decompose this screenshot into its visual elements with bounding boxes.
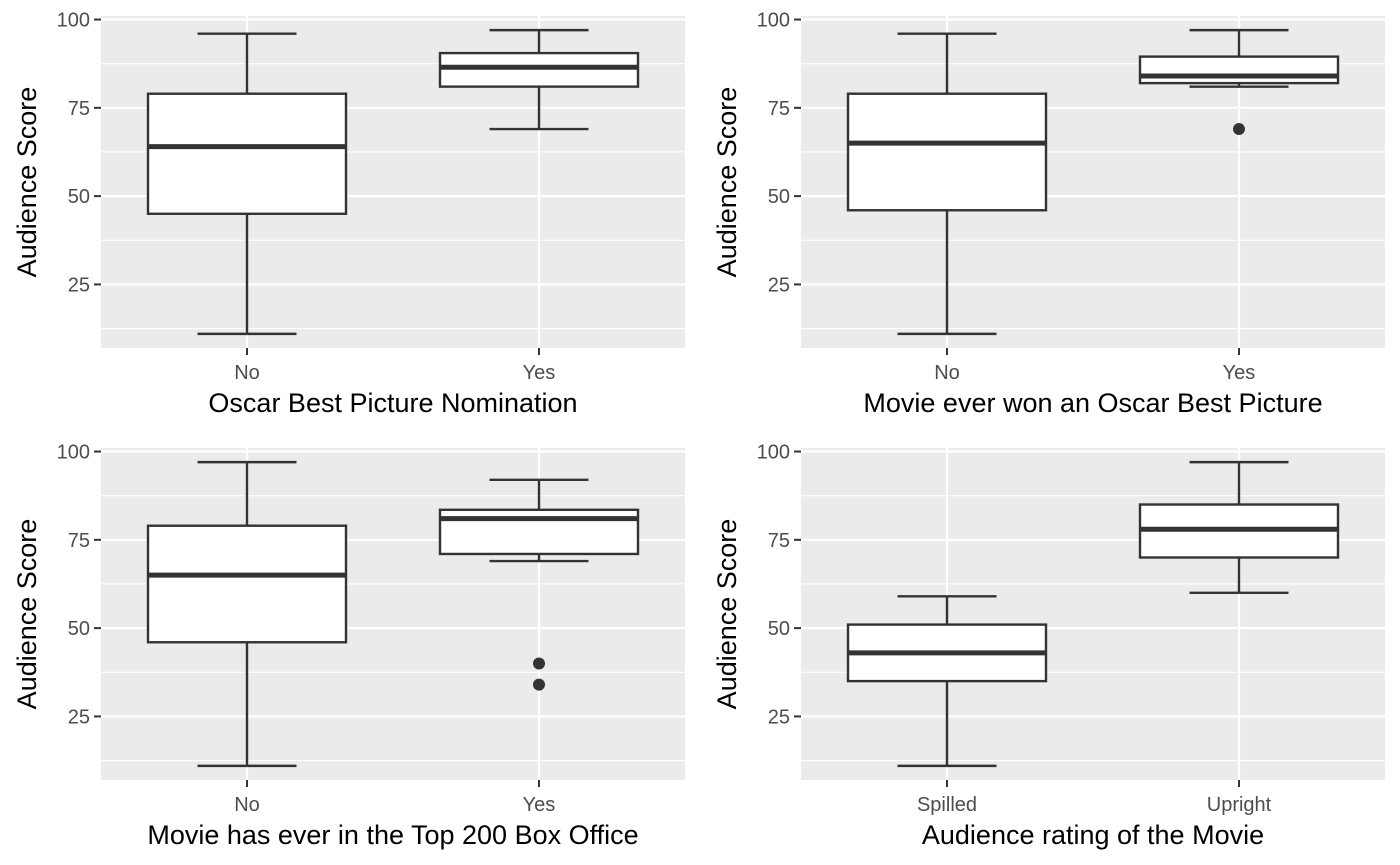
y-axis-title: Audience Score (12, 519, 42, 710)
box-yes (438, 28, 640, 131)
x-axis-title: Audience rating of the Movie (922, 820, 1264, 850)
box-upright (1138, 460, 1340, 595)
y-axis-title: Audience Score (712, 519, 742, 710)
y-tick-label: 25 (68, 706, 90, 728)
y-tick-label: 100 (57, 442, 90, 464)
x-tick-label: Yes (1223, 362, 1256, 384)
y-tick-label: 75 (68, 530, 90, 552)
x-tick-label: Spilled (917, 794, 977, 816)
y-tick-label: 25 (68, 274, 90, 296)
y-tick-label: 100 (57, 10, 90, 32)
y-tick-label: 75 (68, 98, 90, 120)
y-axis-title: Audience Score (712, 87, 742, 278)
chart-panel-4: 25 50 75 100 Spilled Upright Audience rating o… (712, 442, 1385, 850)
box-yes (438, 478, 640, 691)
box-no (146, 32, 348, 336)
y-tick-label: 50 (768, 618, 790, 640)
y-tick-label: 75 (768, 98, 790, 120)
panel-background (801, 448, 1385, 780)
box-spilled (846, 595, 1048, 768)
box-no (846, 32, 1048, 336)
interquartile-box (146, 524, 348, 644)
x-tick-label: Yes (523, 794, 556, 816)
x-tick-label: Upright (1207, 794, 1272, 816)
interquartile-box (846, 92, 1048, 212)
x-tick-label: No (234, 362, 260, 384)
interquartile-box (1138, 55, 1340, 85)
box-yes (1138, 28, 1340, 136)
y-tick-label: 50 (68, 186, 90, 208)
x-axis-title: Movie has ever in the Top 200 Box Office (147, 820, 638, 850)
x-tick-label: Yes (523, 362, 556, 384)
outlier-point (533, 657, 545, 670)
chart-panel-3: 25 50 75 100 No Yes Movie has ever in the Top … (12, 442, 685, 850)
interquartile-box (438, 51, 640, 88)
y-tick-label: 75 (768, 530, 790, 552)
y-tick-label: 100 (757, 10, 790, 32)
y-tick-label: 25 (768, 274, 790, 296)
interquartile-box (146, 92, 348, 215)
x-axis-title: Movie ever won an Oscar Best Picture (863, 388, 1322, 418)
y-tick-label: 100 (757, 442, 790, 464)
x-axis-title: Oscar Best Picture Nomination (208, 388, 577, 418)
outlier-point (1233, 123, 1245, 136)
y-tick-label: 50 (68, 618, 90, 640)
y-tick-label: 25 (768, 706, 790, 728)
y-tick-label: 50 (768, 186, 790, 208)
chart-panel-1: 25 50 75 100 No Yes Oscar Best Picture Nominat… (12, 10, 685, 418)
y-axis-title: Audience Score (12, 87, 42, 278)
x-tick-label: No (934, 362, 960, 384)
chart-panel-2: 25 50 75 100 No Yes Movie ever won an Oscar Be… (712, 10, 1385, 418)
x-tick-label: No (234, 794, 260, 816)
outlier-point (533, 678, 545, 691)
box-no (146, 460, 348, 768)
